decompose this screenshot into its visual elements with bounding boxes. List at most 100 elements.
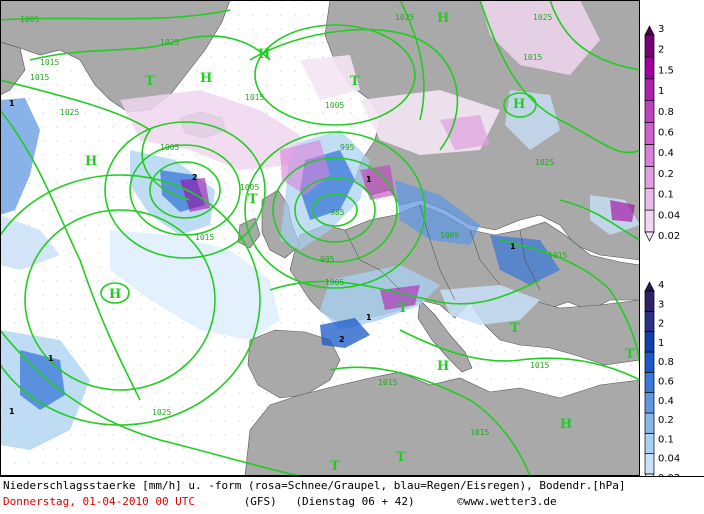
rain-scale-swatch	[644, 453, 655, 475]
isobar-label: 1015	[378, 378, 397, 387]
isobar-label: 1005	[325, 278, 344, 287]
rain-scale-bottom-arrow	[644, 473, 655, 476]
isobar-label: 1015	[30, 73, 49, 82]
borders	[344, 204, 541, 301]
rain-patch	[0, 215, 60, 270]
isobar-line	[0, 109, 141, 401]
precip-value-label: 1	[366, 313, 372, 322]
isobar-label: 1015	[548, 251, 567, 260]
isobar-label: 1005	[325, 101, 344, 110]
isobar-line	[29, 35, 271, 61]
weather-map: 1005 1015 1025 1005 995 985 1005 1015 10…	[0, 0, 640, 476]
isobar-line	[0, 9, 231, 21]
precip-value-label: 1	[9, 407, 15, 416]
precip-value-label: 1	[48, 354, 54, 363]
isobar-line	[399, 329, 640, 381]
snow-scale-swatch	[644, 144, 655, 167]
isobar-line	[503, 92, 537, 118]
isobar-label: 995	[320, 255, 335, 264]
low-pressure-marker: T	[330, 459, 340, 474]
isobar-label: 995	[340, 143, 355, 152]
rain-patch	[505, 90, 560, 150]
rain-scale-swatch	[644, 432, 655, 455]
snow-scale-label: 0.2	[658, 169, 674, 180]
isobar-line	[244, 131, 426, 289]
isobar-label: 1005	[240, 183, 259, 192]
high-pressure-marker: H	[513, 97, 525, 112]
isobar-label: 1015	[40, 58, 59, 67]
forecast-date: Donnerstag, 01-04-2010 00 UTC	[3, 495, 196, 508]
snow-scale-label: 1.5	[658, 65, 674, 76]
isobar-line	[294, 177, 376, 243]
high-pressure-marker: H	[560, 417, 572, 432]
rain-patch	[320, 265, 440, 330]
high-pressure-marker: H	[437, 11, 449, 26]
precip-value-label: 1	[366, 175, 372, 184]
rain-scale-label: 0.4	[658, 396, 674, 407]
isobar-label: 1015	[245, 93, 264, 102]
snow-patch	[360, 165, 395, 200]
model-run: (Dienstag 06 + 42)	[295, 495, 415, 508]
precip-value-label: 2	[339, 335, 345, 344]
isobar-line	[479, 0, 640, 154]
rain-scale-label: 0.04	[658, 454, 680, 465]
rain-scale-label: 4	[658, 280, 664, 291]
snow-scale-label: 0.8	[658, 107, 674, 118]
low-pressure-marker: T	[510, 321, 520, 336]
isobar-line	[269, 279, 541, 305]
isobar-label: 1025	[533, 13, 552, 22]
rain-legend: 4 3 2 1 0.8 0.6 0.4 0.2 0.1 0.04 0.02	[644, 280, 680, 476]
snow-patch	[480, 0, 600, 75]
isobar-line	[0, 329, 301, 476]
snow-scale-swatch	[644, 165, 655, 189]
low-pressure-marker: T	[248, 192, 258, 207]
high-pressure-marker: H	[85, 154, 97, 169]
africa-land	[244, 371, 640, 476]
isobar-label: 1005	[160, 143, 179, 152]
isobar-label: 985	[330, 208, 345, 217]
model-name: (GFS)	[243, 495, 277, 508]
rain-scale-label: 0.2	[658, 415, 674, 426]
snow-scale-swatch	[644, 100, 655, 123]
snow-scale-label: 3	[658, 24, 664, 35]
footer-description: Niederschlagsstaerke [mm/h] u. -form (ro…	[3, 479, 626, 492]
rain-scale-swatch	[644, 310, 655, 333]
rain-scale-swatch	[644, 392, 655, 414]
snow-scale-swatch	[644, 78, 655, 102]
snow-scale-label: 2	[658, 45, 664, 56]
precip-value-label: 1	[9, 99, 15, 108]
rain-scale-label: 3	[658, 299, 664, 310]
isobar-label: 1015	[523, 53, 542, 62]
high-pressure-marker: H	[258, 47, 270, 62]
rain-scale-swatch	[644, 412, 655, 434]
isobar-label: 1025	[535, 158, 554, 167]
rain-scale-label: 2	[658, 319, 664, 330]
map-footer: Niederschlagsstaerke [mm/h] u. -form (ro…	[0, 476, 704, 514]
isobar-line	[559, 199, 640, 241]
snow-legend: 3 2 1.5 1 0.8 0.6 0.4 0.2 0.1 0.04 0.02	[644, 24, 680, 242]
precip-point-labels: 1 2 1 1 1 1 1 2	[9, 99, 516, 416]
iberia-land	[247, 329, 341, 399]
snow-patch	[120, 90, 300, 170]
rain-scale-label: 1	[658, 338, 664, 349]
rain-patch	[440, 285, 540, 325]
snow-scale-label: 0.6	[658, 128, 674, 139]
isobar-label: 1005	[440, 231, 459, 240]
snow-scale-label: 0.02	[658, 231, 680, 242]
isobar-label: 1015	[470, 428, 489, 437]
copyright-link[interactable]: ©www.wetter3.de	[457, 495, 557, 508]
rain-patch	[110, 230, 280, 340]
isobar-line	[100, 282, 130, 304]
precipitation-legend: 3 2 1.5 1 0.8 0.6 0.4 0.2 0.1 0.04 0.02 4 3 2 1 0.8 0.6…	[640, 0, 704, 476]
rain-scale-swatch	[644, 351, 655, 373]
snow-scale-swatch	[644, 187, 655, 211]
high-pressure-marker: H	[200, 71, 212, 86]
isobar-line	[499, 239, 640, 371]
low-pressure-marker: T	[350, 74, 360, 89]
isobar-line	[249, 28, 459, 151]
snow-scale-swatch	[644, 209, 655, 233]
isobar-line	[399, 0, 425, 121]
rain-scale-label: 0.6	[658, 377, 674, 388]
isobar-line	[549, 0, 640, 71]
isobar-line	[312, 193, 358, 227]
